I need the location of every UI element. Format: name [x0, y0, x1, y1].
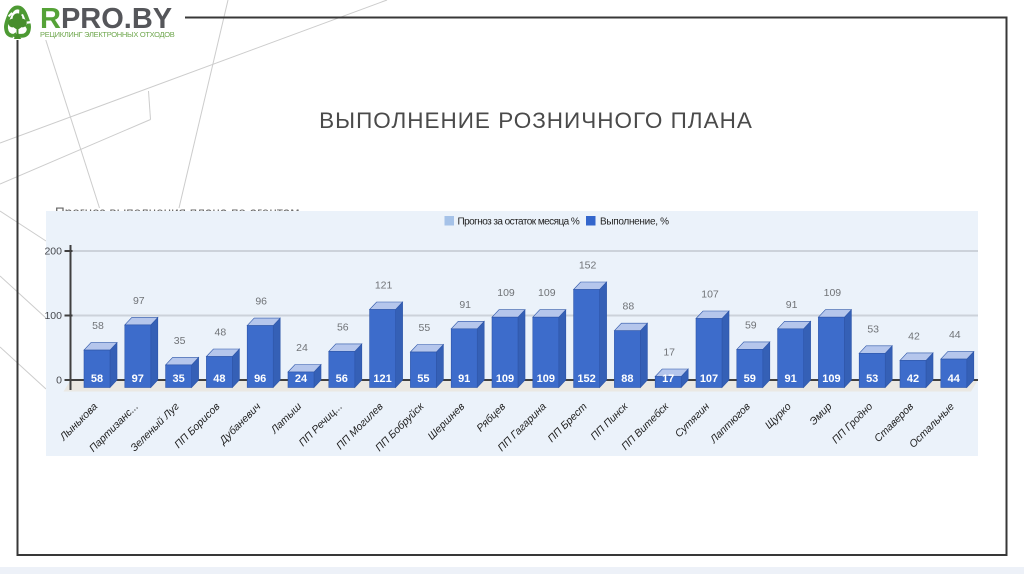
- svg-text:59: 59: [745, 319, 757, 331]
- svg-text:91: 91: [786, 299, 798, 311]
- svg-text:109: 109: [822, 373, 840, 385]
- svg-text:109: 109: [824, 287, 842, 299]
- svg-text:55: 55: [419, 322, 431, 334]
- svg-text:Выполнение, %: Выполнение, %: [600, 217, 669, 228]
- svg-text:109: 109: [496, 373, 514, 385]
- svg-text:55: 55: [417, 373, 429, 385]
- svg-text:44: 44: [949, 329, 961, 341]
- svg-text:56: 56: [336, 373, 348, 385]
- svg-text:48: 48: [215, 327, 227, 339]
- svg-text:Прогноз за остаток месяца %: Прогноз за остаток месяца %: [458, 217, 580, 228]
- svg-text:53: 53: [867, 323, 879, 335]
- svg-text:97: 97: [132, 373, 144, 385]
- svg-text:48: 48: [213, 373, 225, 385]
- svg-text:107: 107: [701, 289, 719, 301]
- svg-text:96: 96: [254, 373, 266, 385]
- svg-text:96: 96: [255, 296, 267, 308]
- svg-text:152: 152: [579, 260, 597, 272]
- svg-text:100: 100: [44, 310, 62, 322]
- svg-text:91: 91: [458, 373, 470, 385]
- svg-text:121: 121: [373, 373, 391, 385]
- svg-text:17: 17: [663, 347, 675, 359]
- svg-text:88: 88: [623, 301, 635, 313]
- svg-text:88: 88: [621, 373, 633, 385]
- svg-text:53: 53: [866, 373, 878, 385]
- svg-text:97: 97: [133, 295, 145, 307]
- svg-text:152: 152: [577, 373, 595, 385]
- svg-text:35: 35: [172, 373, 184, 385]
- svg-text:91: 91: [459, 299, 471, 311]
- svg-text:58: 58: [92, 320, 104, 332]
- svg-text:58: 58: [91, 373, 103, 385]
- svg-text:121: 121: [375, 280, 393, 292]
- svg-text:109: 109: [538, 287, 556, 299]
- svg-text:0: 0: [56, 375, 62, 387]
- svg-text:17: 17: [662, 373, 674, 385]
- svg-text:24: 24: [295, 373, 308, 385]
- svg-text:42: 42: [907, 373, 919, 385]
- svg-text:35: 35: [174, 335, 186, 347]
- svg-text:59: 59: [744, 373, 756, 385]
- svg-text:91: 91: [784, 373, 796, 385]
- svg-text:44: 44: [948, 373, 961, 385]
- svg-text:109: 109: [497, 287, 515, 299]
- svg-text:107: 107: [700, 373, 718, 385]
- svg-text:56: 56: [337, 321, 349, 333]
- svg-text:24: 24: [296, 342, 308, 354]
- svg-text:200: 200: [44, 246, 62, 258]
- svg-text:42: 42: [908, 330, 920, 342]
- svg-text:109: 109: [537, 373, 555, 385]
